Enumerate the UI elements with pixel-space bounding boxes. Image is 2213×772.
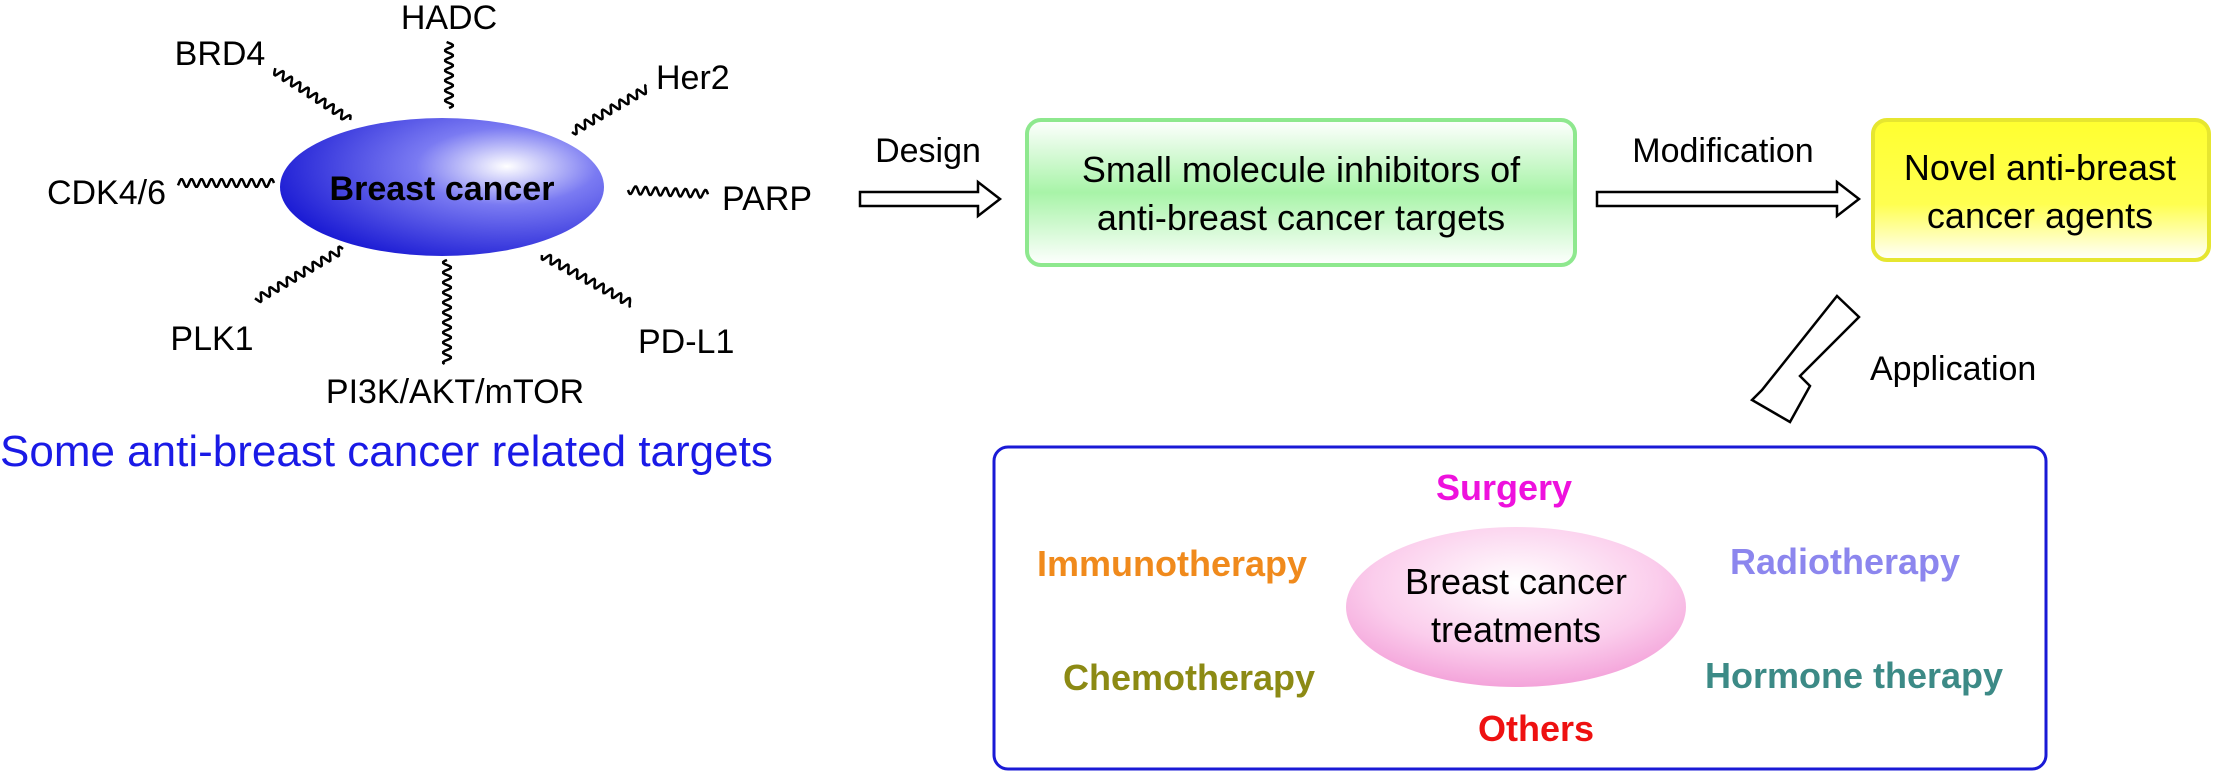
targets-caption: Some anti-breast cancer related targets [0,427,773,476]
target-label-parp: PARP [722,180,812,218]
target-label-cdk4-6: CDK4/6 [47,174,166,212]
agents-line2: cancer agents [1927,195,2153,236]
breast-cancer-ellipse [280,118,604,256]
application-label: Application [1870,350,2036,388]
target-label-hadc: HADC [401,0,497,37]
target-label-pi3k-akt-mtor: PI3K/AKT/mTOR [326,373,584,411]
target-label-pd-l1: PD-L1 [638,323,734,361]
target-label-her2: Her2 [656,59,730,97]
modification-arrow-group: Modification [1595,132,1862,219]
treatments-center-line2: treatments [1431,609,1601,650]
treatment-surgery: Surgery [1436,467,1572,508]
treatments-center-ellipse [1346,527,1686,687]
target-connector-1 [571,83,648,136]
design-arrow-group: Design [858,132,1003,219]
breast-cancer-center-label: Breast cancer [330,170,555,208]
treatment-others: Others [1478,708,1594,749]
target-connector-6 [176,177,276,189]
target-connector-5 [254,245,344,304]
modification-label: Modification [1632,132,1813,170]
agents-line1: Novel anti-breast [1904,147,2176,188]
modification-arrow [1595,179,1862,219]
target-connector-2 [626,185,710,199]
design-label: Design [875,132,981,170]
target-connectors [176,40,710,366]
treatment-chemotherapy: Chemotherapy [1063,657,1315,698]
target-label-brd4: BRD4 [175,35,266,73]
treatment-hormone-therapy: Hormone therapy [1705,655,2003,696]
target-label-plk1: PLK1 [170,320,253,358]
inhibitors-line1: Small molecule inhibitors of [1082,149,1521,190]
inhibitors-line2: anti-breast cancer targets [1097,197,1505,238]
treatment-radiotherapy: Radiotherapy [1730,541,1960,582]
target-connector-7 [273,67,352,121]
application-arrow-group: Application [1749,294,2036,424]
target-connector-0 [443,40,455,110]
design-arrow [858,179,1003,219]
target-connector-4 [441,258,453,366]
application-arrow [1749,294,1861,424]
treatment-immunotherapy: Immunotherapy [1037,543,1307,584]
targets-panel: Breast cancer HADC Her2 PARP PD-L1 PI3K/… [0,0,812,476]
treatments-frame: Breast cancer treatments Surgery Immunot… [992,445,2048,771]
treatments-center-line1: Breast cancer [1405,561,1627,602]
target-connector-3 [540,253,632,308]
novel-agents-box: Novel anti-breast cancer agents [1871,118,2211,262]
inhibitors-box: Small molecule inhibitors of anti-breast… [1025,118,1577,267]
